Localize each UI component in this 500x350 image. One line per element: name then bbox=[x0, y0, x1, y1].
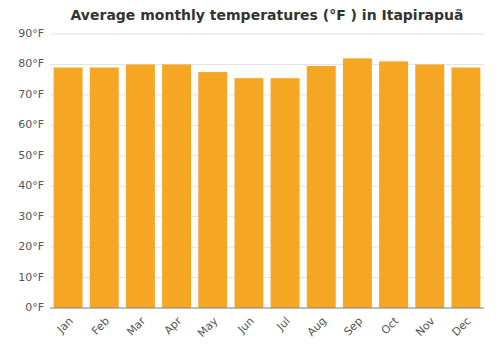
x-tick-label: Jun bbox=[235, 315, 257, 337]
bars bbox=[54, 58, 481, 308]
bar bbox=[90, 67, 119, 308]
x-tick-label: Feb bbox=[89, 315, 112, 338]
y-tick-label: 10°F bbox=[18, 271, 44, 284]
y-tick-label: 0°F bbox=[25, 301, 44, 314]
y-tick-label: 80°F bbox=[18, 57, 44, 70]
chart-container: Average monthly temperatures (°F ) in It… bbox=[0, 0, 500, 350]
x-tick-label: Dec bbox=[449, 315, 473, 339]
x-tick-label: Aug bbox=[305, 315, 329, 339]
bar bbox=[234, 78, 263, 308]
x-tick-label: Apr bbox=[162, 314, 185, 337]
bar bbox=[307, 66, 336, 308]
y-axis: 0°F 10°F 20°F 30°F 40°F 50°F 60°F 70°F 80°F 90°F bbox=[18, 27, 44, 314]
x-tick-label: Nov bbox=[413, 314, 438, 339]
bar bbox=[162, 64, 191, 308]
y-tick-label: 30°F bbox=[18, 210, 44, 223]
x-tick-label: Jul bbox=[274, 315, 293, 334]
title: Average monthly temperatures (°F ) in It… bbox=[71, 7, 464, 23]
bar bbox=[54, 67, 83, 308]
chart: Average monthly temperatures (°F ) in It… bbox=[0, 0, 500, 350]
y-tick-label: 40°F bbox=[18, 179, 44, 192]
bar bbox=[379, 61, 408, 308]
x-tick-label: Mar bbox=[124, 314, 148, 338]
bar bbox=[126, 64, 155, 308]
grid-line bbox=[50, 308, 484, 309]
x-axis: Jan Feb Mar Apr May Jun Jul Aug Sep Oct Nov Dec bbox=[54, 314, 474, 340]
x-tick-label: Oct bbox=[379, 314, 402, 337]
bar bbox=[451, 67, 480, 308]
bar bbox=[198, 72, 227, 308]
y-tick-label: 50°F bbox=[18, 149, 44, 162]
x-tick-label: Jan bbox=[54, 315, 76, 337]
y-tick-label: 90°F bbox=[18, 27, 44, 40]
y-tick-label: 60°F bbox=[18, 118, 44, 131]
bar bbox=[415, 64, 444, 308]
bar bbox=[343, 58, 372, 308]
grid bbox=[50, 34, 484, 308]
y-tick-label: 20°F bbox=[18, 240, 44, 253]
grid-line bbox=[50, 34, 484, 35]
y-tick-label: 70°F bbox=[18, 88, 44, 101]
x-tick-label: May bbox=[195, 314, 221, 340]
x-tick-label: Sep bbox=[341, 315, 365, 339]
x-axis-line bbox=[50, 308, 484, 309]
bar bbox=[271, 78, 300, 308]
